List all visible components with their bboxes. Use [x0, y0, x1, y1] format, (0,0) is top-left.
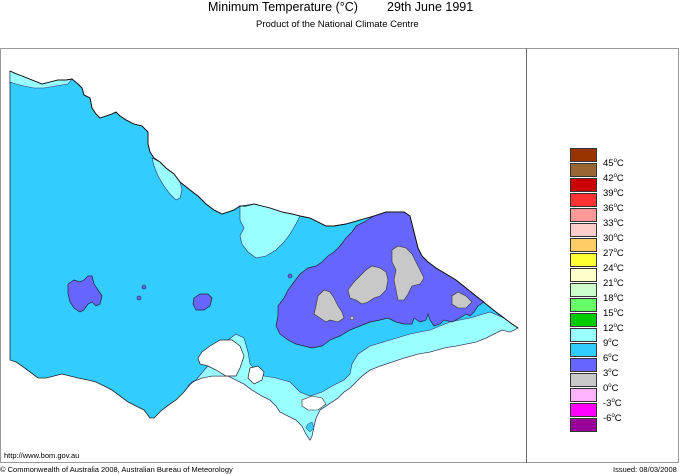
map-header: Minimum Temperature (°C) 29th June 1991 — [0, 0, 680, 18]
legend-tick-label: 3oC — [603, 368, 619, 379]
legend-tick-label: -3oC — [603, 398, 622, 409]
zone-3-6-dot — [287, 273, 293, 279]
temperature-map — [9, 70, 519, 441]
map-frame — [0, 48, 679, 463]
legend-swatch — [570, 223, 597, 237]
zone-3-6-dot — [136, 295, 142, 301]
legend-swatch — [570, 178, 597, 192]
port-phillip-bay — [197, 339, 245, 377]
zone-6-9-wilsons-prom-tip — [305, 421, 315, 433]
western-port — [247, 365, 265, 385]
legend-tick-label: 18oC — [603, 293, 624, 304]
legend-swatch — [570, 193, 597, 207]
legend-swatch — [570, 148, 597, 162]
legend-tick-label: 39oC — [603, 188, 624, 199]
legend-tick-label: 6oC — [603, 353, 619, 364]
legend-swatch — [570, 358, 597, 372]
legend-tick-label: 42oC — [603, 173, 624, 184]
legend-tick-label: 30oC — [603, 233, 624, 244]
map-date: 29th June 1991 — [387, 0, 474, 14]
legend-tick-label: -6oC — [603, 413, 622, 424]
copyright-notice: © Commonwealth of Australia 2008, Austra… — [0, 465, 233, 474]
legend-tick-label: 12oC — [603, 323, 624, 334]
legend-swatch — [570, 388, 597, 402]
legend-swatch — [570, 373, 597, 387]
legend-tick-label: 33oC — [603, 218, 624, 229]
legend-swatch — [570, 253, 597, 267]
legend-swatch — [570, 343, 597, 357]
legend-tick-label: 27oC — [603, 248, 624, 259]
legend-swatch — [570, 268, 597, 282]
issued-date: Issued: 08/03/2008 — [613, 465, 677, 474]
legend-swatch — [570, 313, 597, 327]
map-subtitle: Product of the National Climate Centre — [256, 19, 419, 30]
legend-tick-label: 36oC — [603, 203, 624, 214]
legend-swatch — [570, 328, 597, 342]
legend-swatch — [570, 418, 597, 432]
legend-tick-label: 21oC — [603, 278, 624, 289]
legend-swatch — [570, 403, 597, 417]
zone-0-3-dot — [349, 315, 355, 321]
zone-3-6-west-patch — [67, 275, 103, 313]
legend-tick-label: 24oC — [603, 263, 624, 274]
map-title: Minimum Temperature (°C) — [208, 0, 358, 14]
legend-tick-label: 9oC — [603, 338, 619, 349]
zone-0-3-northeast-alpine — [391, 245, 425, 301]
legend-tick-label: 0oC — [603, 383, 619, 394]
legend-swatch — [570, 298, 597, 312]
source-url[interactable]: http://www.bom.gov.au — [4, 451, 80, 460]
legend-divider — [526, 48, 527, 463]
state-outline — [9, 70, 519, 329]
legend-swatch — [570, 238, 597, 252]
legend-tick-label: 45oC — [603, 158, 624, 169]
wilsons-promontory-water — [301, 395, 327, 411]
legend-swatch — [570, 283, 597, 297]
zone-3-6-dot — [141, 284, 147, 290]
zone-0-3-west-alpine — [313, 289, 345, 323]
legend-swatch — [570, 163, 597, 177]
legend-tick-label: 15oC — [603, 308, 624, 319]
zone-0-3-east-patch — [451, 291, 473, 309]
legend-swatch — [570, 208, 597, 222]
zone-9-12-south-coast — [187, 311, 519, 441]
zone-3-6-central-patch — [192, 293, 213, 311]
zone-0-3-central-alpine — [347, 265, 389, 305]
